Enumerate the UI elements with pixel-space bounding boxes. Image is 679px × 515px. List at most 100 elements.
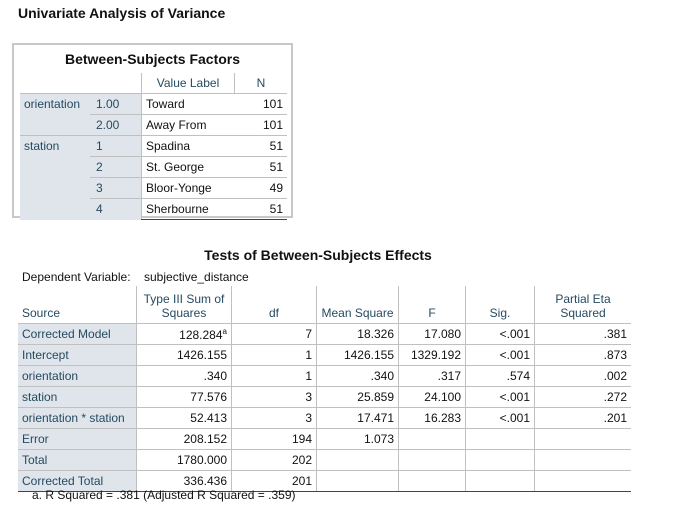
- ss-cell: .340: [136, 365, 232, 387]
- n-value: 101: [234, 93, 287, 115]
- ss-cell: 208.152: [136, 428, 232, 450]
- sig-cell: <.001: [465, 344, 535, 366]
- source-cell: Corrected Total: [18, 470, 137, 492]
- sig-cell: <.001: [465, 386, 535, 408]
- factor-name: [20, 114, 90, 136]
- effects-row: Corrected Total 336.436 201: [18, 470, 631, 492]
- n-value: 101: [234, 114, 287, 136]
- df-cell: 3: [231, 386, 317, 408]
- factors-row: 2 St. George 51: [20, 156, 287, 178]
- effects-row: orientation .340 1 .340 .317 .574 .002: [18, 365, 631, 387]
- ms-cell: 1426.155: [316, 344, 399, 366]
- factors-table: Value Label N orientation 1.00 Toward 10…: [20, 73, 287, 220]
- source-cell: Intercept: [18, 344, 137, 366]
- factors-title: Between-Subjects Factors: [64, 51, 241, 67]
- df-cell: 7: [231, 323, 317, 345]
- eta-cell: [534, 449, 631, 471]
- n-value: 51: [234, 156, 287, 178]
- df-cell: 1: [231, 365, 317, 387]
- ms-cell: 25.859: [316, 386, 399, 408]
- factors-header-spacer: [90, 73, 142, 94]
- factor-level: 4: [90, 198, 142, 220]
- eta-cell: .272: [534, 386, 631, 408]
- effects-row: Corrected Model 128.284a 7 18.326 17.080…: [18, 323, 631, 345]
- source-cell: orientation: [18, 365, 137, 387]
- f-cell: 17.080: [398, 323, 466, 345]
- factors-header-spacer: [20, 73, 90, 94]
- value-label-header: Value Label: [141, 73, 235, 94]
- factor-name: orientation: [20, 93, 90, 115]
- df-header: df: [231, 286, 317, 324]
- factor-level: 3: [90, 177, 142, 199]
- table-footnote: a. R Squared = .381 (Adjusted R Squared …: [32, 488, 296, 502]
- ms-cell: 18.326: [316, 323, 399, 345]
- factors-row: orientation 1.00 Toward 101: [20, 93, 287, 115]
- value-label: Spadina: [141, 135, 235, 157]
- eta-cell: [534, 428, 631, 450]
- sig-cell: [465, 470, 535, 492]
- f-header: F: [398, 286, 466, 324]
- ss-cell: 1780.000: [136, 449, 232, 471]
- df-cell: 202: [231, 449, 317, 471]
- eta-header-line2: Squared: [560, 306, 606, 320]
- sig-cell: .574: [465, 365, 535, 387]
- eta-cell: .873: [534, 344, 631, 366]
- eta-cell: .002: [534, 365, 631, 387]
- ss-header-line1: Type III Sum of: [143, 292, 225, 306]
- ss-cell: 77.576: [136, 386, 232, 408]
- source-cell: Corrected Model: [18, 323, 137, 345]
- factor-level: 2: [90, 156, 142, 178]
- ms-cell: 17.471: [316, 407, 399, 429]
- f-cell: .317: [398, 365, 466, 387]
- effects-table[interactable]: Source Type III Sum of Squares df Mean Sq…: [18, 286, 631, 492]
- value-label: Away From: [141, 114, 235, 136]
- dependent-variable-line: Dependent Variable: subjective_distance: [22, 270, 249, 284]
- sig-header: Sig.: [465, 286, 535, 324]
- between-subjects-factors-panel[interactable]: Between-Subjects Factors Value Label N o…: [12, 43, 293, 220]
- ss-cell: 52.413: [136, 407, 232, 429]
- value-label: Bloor-Yonge: [141, 177, 235, 199]
- n-value: 49: [234, 177, 287, 199]
- df-cell: 201: [231, 470, 317, 492]
- n-header: N: [234, 73, 287, 94]
- eta-cell: .381: [534, 323, 631, 345]
- effects-title: Tests of Between-Subjects Effects: [204, 247, 432, 263]
- dependent-variable-value: subjective_distance: [144, 270, 249, 284]
- ss-footnote-marker: a: [222, 326, 227, 336]
- sig-cell: <.001: [465, 407, 535, 429]
- ss-header-line2: Squares: [161, 306, 207, 320]
- factor-level: 1: [90, 135, 142, 157]
- f-cell: [398, 428, 466, 450]
- factor-name: [20, 156, 90, 178]
- factor-name: [20, 198, 90, 220]
- factors-row: 3 Bloor-Yonge 49: [20, 177, 287, 199]
- partial-eta-header: Partial Eta Squared: [535, 286, 632, 324]
- eta-cell: [534, 470, 631, 492]
- source-cell: orientation * station: [18, 407, 137, 429]
- sig-cell: [465, 449, 535, 471]
- sig-cell: [465, 428, 535, 450]
- eta-cell: .201: [534, 407, 631, 429]
- dependent-variable-label: Dependent Variable:: [22, 270, 131, 284]
- factor-name: station: [20, 135, 90, 157]
- effects-header-row: Source Type III Sum of Squares df Mean Sq…: [18, 286, 631, 324]
- f-cell: [398, 449, 466, 471]
- factors-row: 4 Sherbourne 51: [20, 198, 287, 220]
- effects-row: Total 1780.000 202: [18, 449, 631, 471]
- df-cell: 3: [231, 407, 317, 429]
- factors-header-row: Value Label N: [20, 73, 287, 94]
- factor-name: [20, 177, 90, 199]
- ss-header: Type III Sum of Squares: [136, 286, 232, 324]
- page-title: Univariate Analysis of Variance: [18, 5, 226, 21]
- effects-row: Error 208.152 194 1.073: [18, 428, 631, 450]
- n-value: 51: [234, 135, 287, 157]
- ss-cell: 128.284a: [136, 323, 232, 345]
- mean-square-header: Mean Square: [316, 286, 399, 324]
- ms-cell: .340: [316, 365, 399, 387]
- source-cell: station: [18, 386, 137, 408]
- sig-cell: <.001: [465, 323, 535, 345]
- f-cell: 16.283: [398, 407, 466, 429]
- ms-cell: 1.073: [316, 428, 399, 450]
- n-value: 51: [234, 198, 287, 220]
- df-cell: 194: [231, 428, 317, 450]
